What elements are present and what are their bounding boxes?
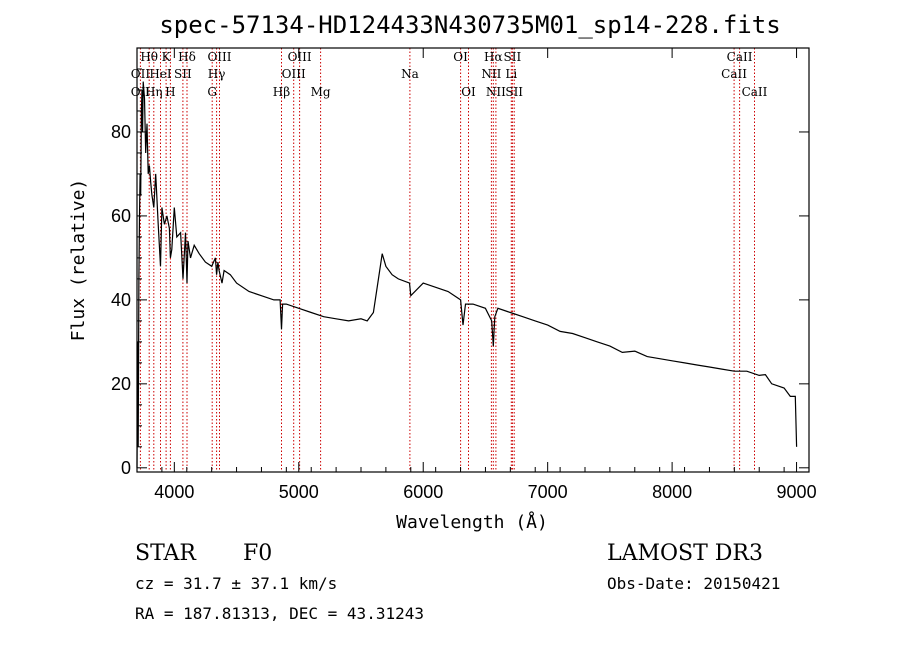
line-label-2: Hθ: [140, 50, 158, 64]
line-label-24: SII: [505, 85, 523, 99]
x-tick-label-3: 7000: [528, 482, 568, 502]
line-label-0: OII: [131, 67, 151, 81]
x-tick-label-4: 8000: [652, 482, 692, 502]
y-tick-label-3: 60: [111, 206, 131, 226]
subclass-label: F0: [243, 541, 272, 566]
line-label-18: OI: [461, 85, 476, 99]
x-tick-label-0: 4000: [154, 482, 194, 502]
y-tick-label-0: 0: [121, 458, 131, 478]
y-axis-ticks: 0 20 40 60 80: [111, 68, 809, 478]
line-label-13: OIII: [282, 67, 306, 81]
y-tick-label-1: 20: [111, 374, 131, 394]
emission-line-markers: [139, 48, 755, 472]
obs-date: Obs-Date: 20150421: [607, 574, 780, 593]
y-axis-label: Flux (relative): [68, 179, 89, 342]
survey-label: LAMOST DR3: [607, 541, 763, 566]
x-axis-ticks: 4000 5000 6000 7000 8000 9000: [136, 48, 817, 502]
line-label-15: Mg: [311, 85, 331, 99]
line-label-14: Hβ: [273, 85, 290, 99]
x-tick-label-2: 6000: [403, 482, 443, 502]
line-label-26: CaII: [721, 67, 747, 81]
line-label-9: OIII: [207, 50, 231, 64]
x-tick-label-1: 5000: [279, 482, 319, 502]
line-label-21: NII: [486, 85, 506, 99]
line-label-17: OI: [453, 50, 468, 64]
y-tick-label-2: 40: [111, 290, 131, 310]
x-axis-label: Wavelength (Å): [396, 511, 548, 533]
line-label-4: HeI: [149, 67, 172, 81]
x-tick-label-5: 9000: [777, 482, 817, 502]
line-label-10: Hγ: [208, 67, 226, 81]
chart-title: spec-57134-HD124433N430735M01_sp14-228.f…: [159, 11, 780, 39]
plot-frame: [136, 47, 810, 473]
line-label-25: CaII: [727, 50, 753, 64]
line-label-7: H: [165, 85, 175, 99]
line-label-23: Li: [505, 67, 517, 81]
line-label-11: G: [207, 85, 217, 99]
line-label-5: K: [162, 50, 172, 64]
y-tick-label-4: 80: [111, 122, 131, 142]
spectrum-line: [136, 81, 798, 468]
line-label-20: NII: [481, 67, 501, 81]
class-label: STAR: [135, 541, 197, 566]
line-label-22: SII: [504, 50, 522, 64]
line-label-19: Hα: [484, 50, 503, 64]
line-label-1: OII: [131, 85, 151, 99]
line-label-6: SII: [174, 67, 192, 81]
line-label-8: Hδ: [178, 50, 196, 64]
cz-readout: cz = 31.7 ± 37.1 km/s: [135, 574, 337, 593]
line-label-16: Na: [401, 67, 419, 81]
line-label-27: CaII: [742, 85, 768, 99]
line-label-3: Hη: [145, 85, 163, 99]
line-label-12: OIII: [288, 50, 312, 64]
coordinates-readout: RA = 187.81313, DEC = 43.31243: [135, 604, 424, 623]
